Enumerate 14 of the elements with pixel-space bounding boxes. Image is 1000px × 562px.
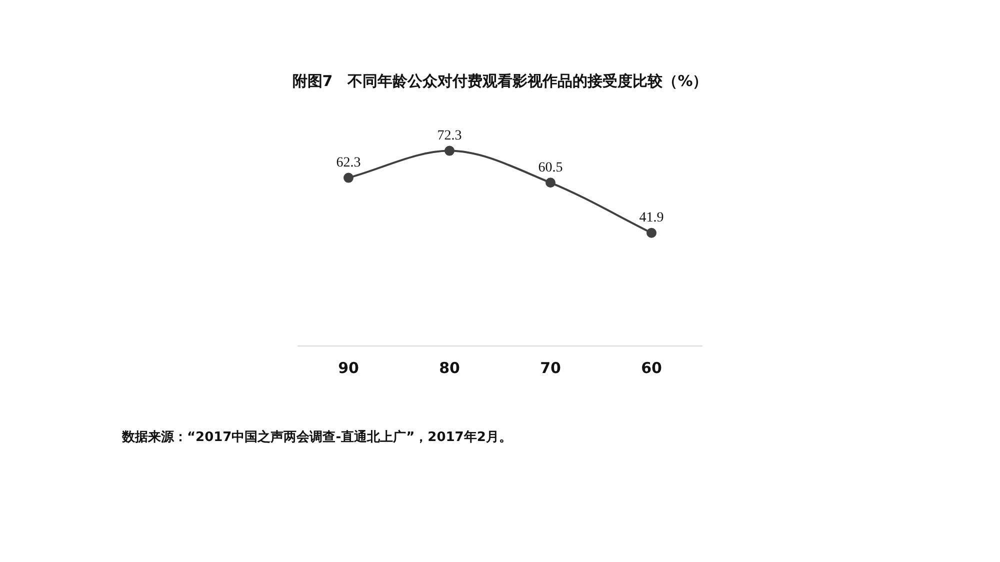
point [344,172,354,183]
x-tick-label: 90 [338,358,359,377]
data-label: 62.3 [336,155,361,170]
chart-title: 附图7 不同年龄公众对付费观看影视作品的接受度比较（%） [291,72,709,91]
source-note: 数据来源：“2017中国之声两会调查-直通北上广”，2017年2月。 [122,428,512,446]
x-tick-label: 70 [540,358,561,377]
point [444,146,454,156]
point [646,228,656,238]
data-label: 60.5 [538,160,563,176]
point [546,178,556,188]
data-label: 41.9 [639,210,664,226]
x-tick-label: 80 [439,358,460,377]
data-label: 72.3 [437,128,462,144]
x-tick-label: 60 [641,358,662,377]
